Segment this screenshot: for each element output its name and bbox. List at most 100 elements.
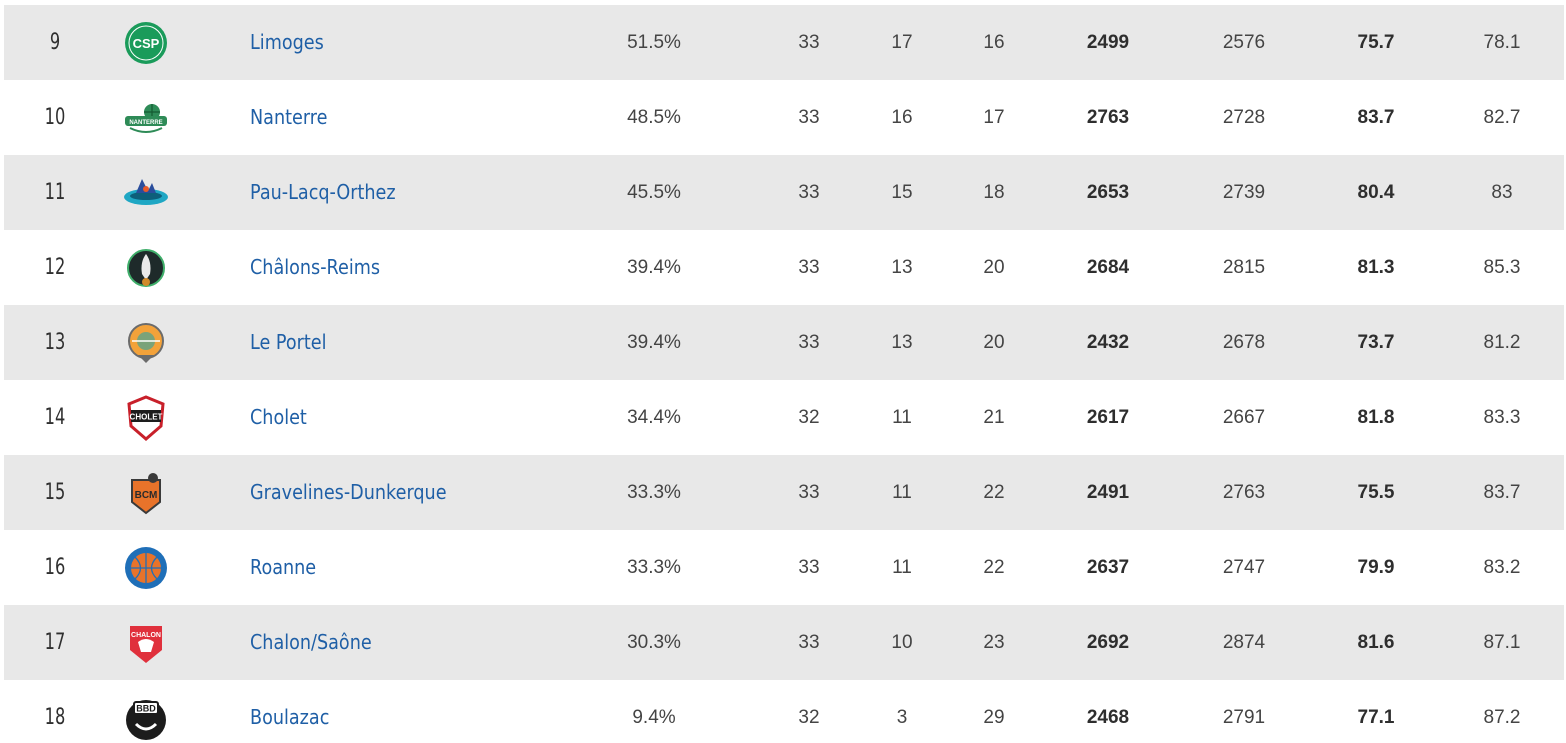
- losses: 23: [983, 632, 1005, 653]
- wins: 11: [892, 407, 912, 428]
- wins: 15: [891, 182, 913, 203]
- losses: 18: [983, 182, 1005, 203]
- table-row: 12 Châlons-Reims 39.4% 33 13 20 2684 281…: [4, 230, 1564, 305]
- points-for: 2684: [1086, 257, 1130, 278]
- points-for: 2692: [1086, 632, 1130, 653]
- games-played: 32: [798, 407, 820, 428]
- roanne-logo-icon: [122, 530, 170, 605]
- team-link[interactable]: Cholet: [250, 405, 307, 429]
- table-row: 13 Le Portel 39.4% 33 13 20 2432 2678 73…: [4, 305, 1564, 380]
- average-points-against: 83.3: [1483, 407, 1521, 428]
- rank: 10: [44, 105, 66, 130]
- rank: 17: [44, 630, 66, 655]
- losses: 20: [983, 257, 1005, 278]
- logo-text: NANTERRE: [129, 120, 162, 126]
- losses: 21: [983, 407, 1005, 428]
- average-points-for: 81.3: [1357, 257, 1395, 278]
- win-percentage: 30.3%: [627, 632, 681, 653]
- games-played: 33: [798, 332, 820, 353]
- team-link[interactable]: Boulazac: [250, 705, 330, 729]
- average-points-against: 83: [1491, 182, 1513, 203]
- team-link[interactable]: Châlons-Reims: [250, 255, 381, 279]
- wins: 13: [891, 332, 913, 353]
- rank: 12: [44, 255, 66, 280]
- logo-text: BBD: [136, 703, 156, 713]
- logo-text: CHALON: [131, 632, 161, 639]
- table-row: 11 Pau-Lacq-Orthez 45.5% 33 15 18 2653 2…: [4, 155, 1564, 230]
- points-against: 2678: [1222, 332, 1266, 353]
- team-link[interactable]: Nanterre: [250, 105, 328, 129]
- average-points-against: 87.2: [1483, 707, 1521, 728]
- cholet-logo-icon: CHOLET: [122, 380, 170, 455]
- team-link[interactable]: Gravelines-Dunkerque: [250, 480, 447, 504]
- points-against: 2815: [1222, 257, 1266, 278]
- average-points-against: 78.1: [1483, 32, 1521, 53]
- table-row: 17 CHALON Chalon/Saône 30.3% 33 10 23 26…: [4, 605, 1564, 680]
- average-points-for: 81.8: [1357, 407, 1395, 428]
- win-percentage: 34.4%: [627, 407, 681, 428]
- team-link[interactable]: Roanne: [250, 555, 317, 579]
- team-link[interactable]: Le Portel: [250, 330, 327, 354]
- average-points-against: 81.2: [1483, 332, 1521, 353]
- rank: 18: [44, 705, 66, 730]
- points-for: 2499: [1086, 32, 1130, 53]
- chalon-logo-icon: CHALON: [122, 605, 170, 680]
- rank: 16: [44, 555, 66, 580]
- points-for: 2617: [1086, 407, 1130, 428]
- points-for: 2763: [1086, 107, 1130, 128]
- points-for: 2432: [1086, 332, 1130, 353]
- average-points-against: 82.7: [1483, 107, 1521, 128]
- average-points-for: 80.4: [1357, 182, 1395, 203]
- table-row: 18 BBD Boulazac 9.4% 32 3 29 2468 2791 7…: [4, 680, 1564, 743]
- rank: 9: [49, 30, 61, 55]
- games-played: 33: [798, 32, 820, 53]
- points-for: 2653: [1086, 182, 1130, 203]
- points-against: 2791: [1222, 707, 1266, 728]
- wins: 16: [891, 107, 913, 128]
- win-percentage: 33.3%: [627, 482, 681, 503]
- losses: 29: [983, 707, 1005, 728]
- win-percentage: 45.5%: [627, 182, 681, 203]
- nanterre-logo-icon: NANTERRE: [122, 80, 170, 155]
- points-against: 2874: [1222, 632, 1266, 653]
- le-portel-logo-icon: [122, 305, 170, 380]
- rank: 13: [44, 330, 66, 355]
- table-row: 14 CHOLET Cholet 34.4% 32 11 21 2617 266…: [4, 380, 1564, 455]
- wins: 10: [891, 632, 913, 653]
- bbd-logo-icon: BBD: [122, 680, 170, 743]
- games-played: 33: [798, 557, 820, 578]
- rank: 14: [44, 405, 66, 430]
- average-points-against: 83.7: [1483, 482, 1521, 503]
- games-played: 33: [798, 107, 820, 128]
- games-played: 33: [798, 182, 820, 203]
- points-for: 2468: [1086, 707, 1130, 728]
- average-points-for: 75.5: [1357, 482, 1395, 503]
- losses: 16: [983, 32, 1005, 53]
- games-played: 33: [798, 257, 820, 278]
- average-points-for: 75.7: [1357, 32, 1395, 53]
- logo-text: BCM: [135, 490, 158, 501]
- table-row: 9 CSP Limoges 51.5% 33 17 16 2499 2576 7…: [4, 5, 1564, 80]
- points-for: 2637: [1086, 557, 1130, 578]
- losses: 22: [983, 482, 1005, 503]
- games-played: 33: [798, 632, 820, 653]
- points-for: 2491: [1086, 482, 1130, 503]
- average-points-for: 83.7: [1357, 107, 1395, 128]
- losses: 22: [983, 557, 1005, 578]
- points-against: 2763: [1222, 482, 1266, 503]
- team-link[interactable]: Pau-Lacq-Orthez: [250, 180, 396, 204]
- team-link[interactable]: Chalon/Saône: [250, 630, 372, 654]
- losses: 20: [983, 332, 1005, 353]
- table-row: 15 BCM Gravelines-Dunkerque 33.3% 33 11 …: [4, 455, 1564, 530]
- points-against: 2728: [1222, 107, 1266, 128]
- losses: 17: [983, 107, 1005, 128]
- win-percentage: 33.3%: [627, 557, 681, 578]
- team-link[interactable]: Limoges: [250, 30, 324, 54]
- wins: 13: [891, 257, 913, 278]
- points-against: 2747: [1222, 557, 1266, 578]
- average-points-against: 87.1: [1483, 632, 1521, 653]
- win-percentage: 48.5%: [627, 107, 681, 128]
- table-row: 10 NANTERRE Nanterre 48.5% 33 16 17 2763…: [4, 80, 1564, 155]
- rank: 11: [44, 180, 66, 205]
- points-against: 2739: [1222, 182, 1266, 203]
